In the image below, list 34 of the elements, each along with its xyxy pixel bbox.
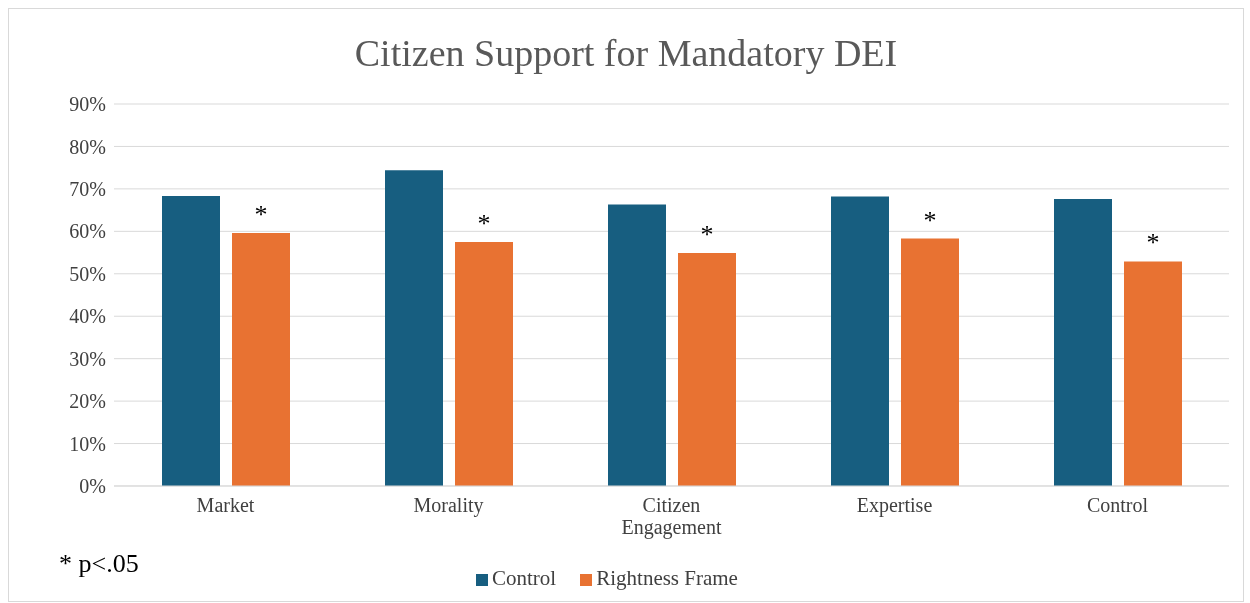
x-tick-label: Control [1086, 494, 1149, 516]
bar [232, 233, 290, 486]
annotation: * [923, 205, 937, 235]
y-tick-label: 90% [69, 93, 106, 116]
y-tick-label: 10% [69, 432, 106, 455]
x-tick-label: Expertise [856, 494, 933, 517]
legend-label: Rightness Frame [596, 566, 738, 590]
y-tick-label: 80% [69, 135, 106, 158]
annotation: * [254, 200, 268, 230]
bar [455, 241, 513, 486]
x-tick-label: Citizen Engagement [621, 494, 722, 539]
bar [162, 196, 220, 486]
bar [385, 170, 443, 486]
y-tick-label: 40% [69, 305, 106, 328]
bar [901, 238, 959, 486]
bar [831, 196, 889, 486]
legend-label: Control [492, 566, 557, 590]
bar [1124, 261, 1182, 486]
y-tick-label: 60% [69, 220, 106, 243]
bar [608, 204, 666, 486]
x-tick-label: Morality [413, 494, 484, 517]
y-tick-label: 0% [79, 475, 106, 498]
annotation: * [700, 219, 714, 249]
y-tick-label: 30% [69, 347, 106, 370]
annotation: * [477, 208, 491, 238]
chart-title: Citizen Support for Mandatory DEI [353, 31, 899, 75]
y-tick-label: 50% [69, 262, 106, 285]
y-tick-label: 20% [69, 390, 106, 413]
bar [1054, 199, 1112, 486]
y-tick-label: 70% [69, 177, 106, 200]
annotation: * [1146, 228, 1160, 258]
bar [678, 252, 736, 486]
text: * p<.05 [59, 549, 139, 579]
x-tick-label: Market [196, 494, 255, 516]
